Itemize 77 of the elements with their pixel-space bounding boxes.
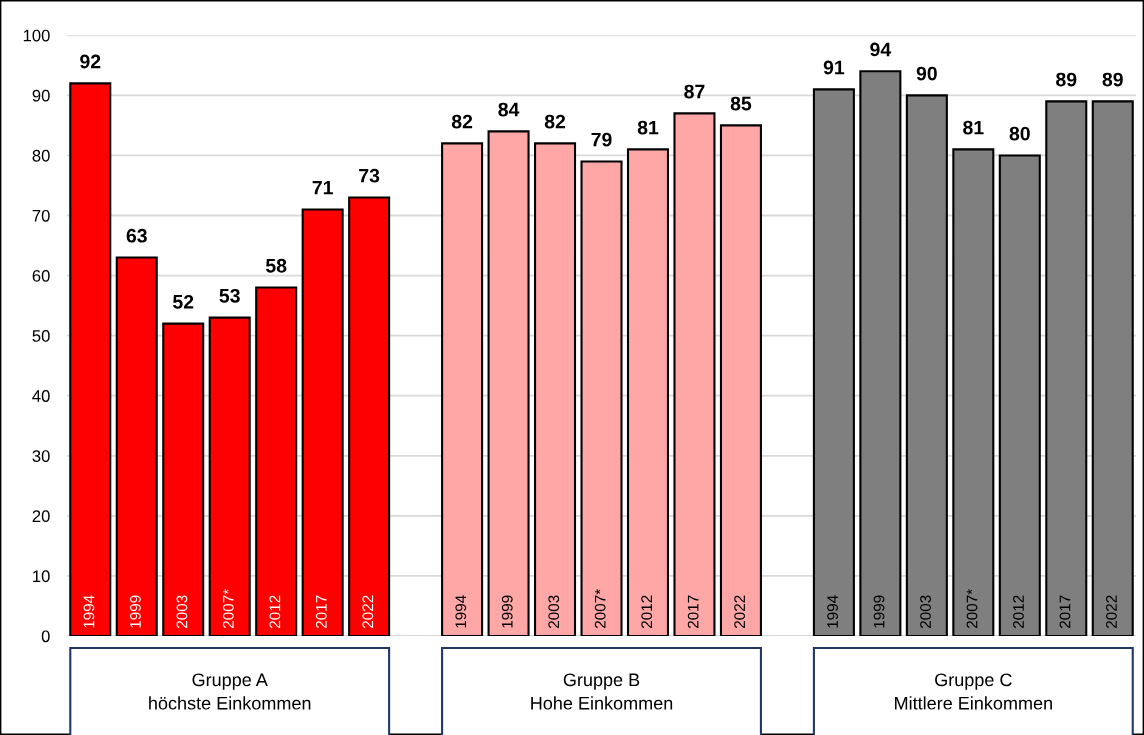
data-label: 71 <box>312 180 333 195</box>
x-tick-label: 1994 <box>83 595 95 628</box>
data-label: 58 <box>265 258 287 273</box>
data-label: 82 <box>544 114 566 129</box>
y-tick-label: 50 <box>32 330 50 342</box>
y-tick-label: 0 <box>41 630 50 643</box>
data-label: 73 <box>359 168 380 183</box>
y-tick-label: 30 <box>32 450 50 462</box>
data-label: 80 <box>1009 126 1030 141</box>
x-tick-label: 1994 <box>455 595 467 628</box>
text: Gruppe A höchste Einkommen <box>149 673 311 710</box>
y-tick-label: 70 <box>32 209 50 222</box>
x-tick-label: 2022 <box>1106 595 1117 629</box>
bar <box>69 82 112 636</box>
x-tick-label: 2017 <box>1059 595 1071 629</box>
y-tick-label: 90 <box>32 89 50 102</box>
x-tick-label: 2007* <box>222 589 234 629</box>
data-label: 84 <box>498 102 520 117</box>
y-tick-label: 100 <box>23 29 50 42</box>
y-tick-label: 10 <box>33 570 50 583</box>
bar <box>301 208 344 636</box>
y-tick-label: 60 <box>32 269 50 282</box>
x-tick-label: 2017 <box>315 595 327 629</box>
bar <box>487 130 530 636</box>
text: Gruppe C Mittlere Einkommen <box>895 673 1052 710</box>
data-label: 85 <box>730 96 752 111</box>
bar <box>905 94 948 636</box>
bar <box>255 286 298 636</box>
bar <box>859 70 902 636</box>
data-label: 79 <box>591 132 612 147</box>
y-tick-label: 20 <box>32 510 50 523</box>
x-tick-label: 2007* <box>594 589 606 629</box>
bar <box>719 124 762 636</box>
data-label: 92 <box>80 54 101 69</box>
bar <box>998 154 1041 636</box>
bar <box>162 322 205 636</box>
bar <box>626 148 670 636</box>
x-tick-label: 2012 <box>641 595 653 629</box>
x-tick-label: 2022 <box>362 595 374 629</box>
data-label: 53 <box>219 288 240 303</box>
x-tick-label: 2003 <box>176 595 188 629</box>
bar <box>441 142 484 636</box>
bar <box>673 112 716 636</box>
x-tick-label: 2012 <box>269 595 281 629</box>
bar <box>1091 100 1134 636</box>
x-tick-label: 2012 <box>1013 595 1024 629</box>
y-tick-label: 40 <box>32 390 50 402</box>
data-label: 81 <box>963 120 984 135</box>
data-label: 52 <box>173 294 194 309</box>
data-label: 91 <box>823 60 845 75</box>
data-label: 94 <box>870 42 892 57</box>
x-tick-label: 1994 <box>827 595 838 628</box>
bar <box>115 256 158 636</box>
x-tick-label: 2017 <box>687 595 699 629</box>
bar <box>208 316 251 636</box>
data-label: 89 <box>1056 72 1077 87</box>
bar <box>580 160 623 636</box>
data-label: 89 <box>1102 72 1123 87</box>
x-tick-label: 1999 <box>873 595 885 628</box>
x-tick-label: 2003 <box>548 595 560 629</box>
data-label: 63 <box>126 228 147 243</box>
data-label: 87 <box>684 84 705 99</box>
text: Gruppe B Hohe Einkommen <box>531 673 673 710</box>
bar <box>534 142 577 636</box>
bar <box>348 196 391 636</box>
x-tick-label: 1999 <box>501 595 513 628</box>
bar <box>1045 100 1088 636</box>
data-label: 81 <box>637 120 659 135</box>
x-tick-label: 1999 <box>130 595 141 628</box>
data-label: 82 <box>451 114 473 129</box>
x-tick-label: 2007* <box>966 589 978 629</box>
bar <box>952 148 995 636</box>
y-tick-label: 80 <box>32 149 50 162</box>
data-label: 90 <box>916 66 937 81</box>
x-tick-label: 2003 <box>920 595 931 629</box>
x-tick-label: 2022 <box>734 595 746 629</box>
bar <box>812 88 855 636</box>
